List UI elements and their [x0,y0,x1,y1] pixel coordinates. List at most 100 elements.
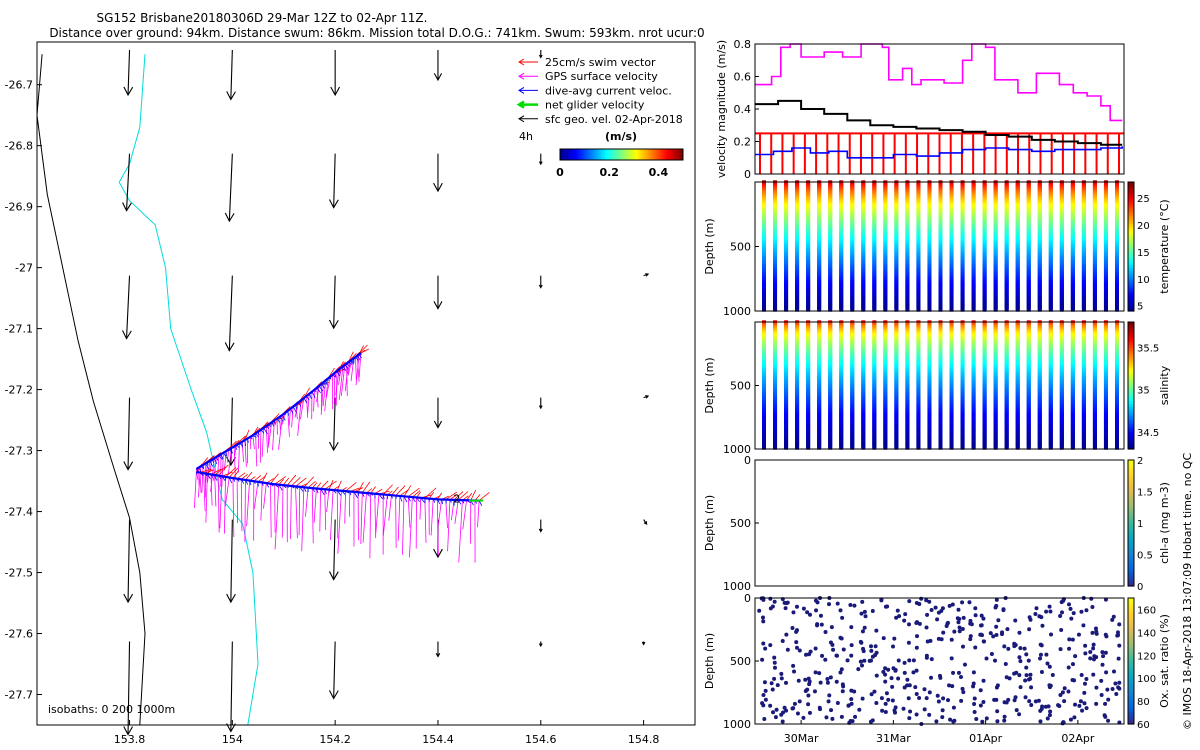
geo-vector [433,397,443,429]
swim-vector [253,475,262,482]
colorbar-cell [1128,254,1134,258]
swim-vector [214,466,226,476]
geo-vector-head [328,199,339,209]
geo-vector-head [645,273,650,277]
isobath-200m [118,54,259,726]
map-ytick-label: -27.7 [5,689,33,702]
cast-sample [795,444,800,450]
colorbar-cell [1128,267,1134,271]
legend-colorbar-cell [639,149,643,160]
legend-colorbar-cell [623,149,627,160]
swim-vector [470,489,477,501]
swim-vector [457,491,469,501]
gps-vector [407,496,411,528]
gps-vector [219,476,223,529]
geo-vector-head [328,571,339,581]
legend-colorbar-cell [644,149,647,160]
geo-vector-shaft [125,275,131,339]
legend-colorbar-cell [678,149,682,160]
geo-vector-shaft [127,397,131,470]
colorbar-cell [1128,303,1134,307]
gps-vector [329,490,334,541]
gps-vector [419,497,422,520]
cast-sample [784,306,789,312]
swim-vector [291,477,301,487]
gps-vector [424,498,427,543]
geo-vector-head [538,284,543,289]
gps-vector [319,488,321,532]
cast-sample [861,444,866,450]
colorbar-cell [1128,236,1134,240]
colorbar-cell [1128,259,1134,263]
track-outbound [195,352,362,470]
cast-sample [971,306,976,312]
legend-colorbar-cell [662,149,666,160]
legend-colorbar-cell [596,149,600,160]
colorbar-cell [1128,277,1134,281]
swim-vector [357,481,364,493]
colorbar-cell [1128,238,1134,242]
gps-vector [240,479,243,532]
current-vector [311,391,316,398]
legend-colorbar-cell [578,149,581,160]
geo-vector-head [645,395,650,399]
geo-vector-head [433,301,443,310]
gps-vector [344,362,349,392]
colorbar-cell [1128,189,1134,193]
gps-vector [437,499,442,526]
geo-vector-head [538,161,543,166]
swim-vector [403,485,412,497]
cast-sample [1004,444,1009,450]
swim-vector [395,485,406,496]
legend-colorbar-cell [609,149,612,160]
gps-vector [255,433,258,467]
gps-vector [291,406,294,428]
colorbar-cell [1128,287,1134,291]
legend-colorbar-cell [668,149,672,160]
cast-sample [949,444,954,450]
colorbar-cell [1128,308,1134,312]
cast-sample [916,306,921,312]
legend-interval-label: 4h [519,130,533,143]
gps-vector [402,496,405,555]
legend-colorbar-cell [590,149,594,160]
gps-vector [199,472,202,493]
colorbar-cell [1128,220,1134,224]
colorbar-tick-label: 5 [1137,302,1143,313]
geo-vector [122,153,132,212]
map-ytick-label: -26.7 [5,79,33,92]
swim-vector [261,472,268,483]
colorbar-cell [1128,290,1134,294]
colorbar-cell [1128,272,1134,276]
map-ytick-label: -27.2 [5,384,33,397]
cast-sample [839,306,844,312]
geo-vector-head [328,319,339,330]
swim-vector [295,477,307,487]
cast-sample [1115,306,1119,312]
geo-vector-shaft [230,49,233,100]
current-vector [263,427,268,435]
geo-vector-head [224,342,235,352]
legend-colorbar-cell [625,149,629,160]
geo-vector-head [226,91,236,101]
gps-vector [326,489,330,513]
gps-vector [337,490,342,554]
legend-colorbar-cell [666,149,670,160]
swim-vector [303,476,315,488]
cast-sample [850,306,855,312]
gps-vector [436,499,439,556]
colorbar-cell [1128,282,1134,286]
colorbar-cell [1128,269,1134,273]
swim-vector [424,487,437,499]
colorbar-label: temperature (°C) [1158,199,1171,293]
gps-vector [203,473,206,512]
gps-vector [195,468,199,480]
cast-sample [883,444,888,450]
colorbar-tick-label: 20 [1137,221,1150,232]
swim-vector [391,486,399,496]
colorbar-cell [1128,210,1134,214]
map-xtick-label: 154.8 [628,733,660,746]
